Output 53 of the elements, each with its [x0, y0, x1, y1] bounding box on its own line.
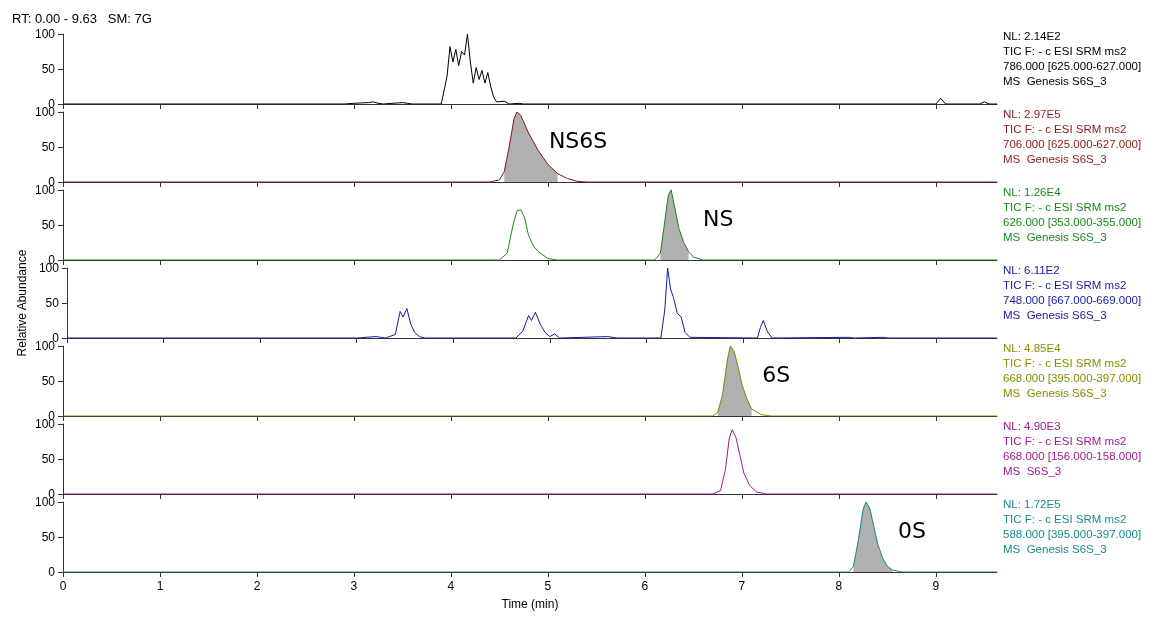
x-tick-label: 1 — [156, 579, 164, 593]
x-tick-label: 2 — [253, 579, 261, 593]
text: MS Genesis S6S_3 — [1003, 543, 1107, 555]
text: NL: 1.72E5 — [1003, 498, 1061, 510]
text: MS Genesis S6S_3 — [1003, 231, 1107, 243]
text: TIC F: - c ESI SRM ms2 — [1003, 435, 1127, 447]
text: TIC F: - c ESI SRM ms2 — [1003, 279, 1127, 291]
y-tick-label: 50 — [41, 218, 56, 232]
x-tick-label: 9 — [932, 579, 940, 593]
text: 668.000 [395.000-397.000] — [1003, 372, 1142, 384]
text: 786.000 [625.000-627.000] — [1003, 60, 1142, 72]
annotation: 0S — [898, 517, 927, 543]
text: TIC F: - c ESI SRM ms2 — [1003, 45, 1127, 57]
text: MS Genesis S6S_3 — [1003, 309, 1107, 321]
x-tick-label: 8 — [835, 579, 843, 593]
text: 748.000 [667.000-669.000] — [1003, 294, 1142, 306]
y-axis-title: Relative Abundance — [15, 249, 29, 357]
y-tick-label: 50 — [45, 296, 60, 310]
chart-title: RT: 0.00 - 9.63 SM: 7G — [12, 11, 152, 26]
x-tick-label: 7 — [738, 579, 746, 593]
annotation: 6S — [762, 361, 791, 387]
x-tick-label: 3 — [350, 579, 358, 593]
text: NL: 2.97E5 — [1003, 108, 1061, 120]
text: TIC F: - c ESI SRM ms2 — [1003, 513, 1127, 525]
text: TIC F: - c ESI SRM ms2 — [1003, 201, 1127, 213]
text: NL: 2.14E2 — [1003, 30, 1061, 42]
x-tick-label: 5 — [544, 579, 552, 593]
text: TIC F: - c ESI SRM ms2 — [1003, 123, 1127, 135]
x-tick-label: 4 — [447, 579, 455, 593]
y-tick-label: 100 — [34, 27, 56, 41]
y-tick-label: 0 — [48, 565, 56, 579]
y-tick-label: 50 — [41, 374, 56, 388]
text: MS Genesis S6S_3 — [1003, 153, 1107, 165]
y-tick-label: 50 — [41, 62, 56, 76]
text: MS S6S_3 — [1003, 465, 1062, 477]
text: 626.000 [353.000-355.000] — [1003, 216, 1142, 228]
text: 706.000 [625.000-627.000] — [1003, 138, 1142, 150]
text: MS Genesis S6S_3 — [1003, 75, 1107, 87]
text: NL: 1.26E4 — [1003, 186, 1062, 198]
y-tick-label: 50 — [41, 530, 56, 544]
text: TIC F: - c ESI SRM ms2 — [1003, 357, 1127, 369]
text: NL: 6.11E2 — [1003, 264, 1060, 276]
text: 588.000 [395.000-397.000] — [1003, 528, 1142, 540]
text: 668.000 [156.000-158.000] — [1003, 450, 1142, 462]
text: NL: 4.85E4 — [1003, 342, 1062, 354]
annotation: NS6S — [548, 127, 608, 153]
y-tick-label: 50 — [41, 452, 56, 466]
text: NL: 4.90E3 — [1003, 420, 1061, 432]
y-tick-label: 50 — [41, 140, 56, 154]
x-tick-label: 6 — [641, 579, 649, 593]
annotation: NS — [703, 205, 734, 231]
text: MS Genesis S6S_3 — [1003, 387, 1107, 399]
x-axis-title: Time (min) — [501, 597, 559, 611]
